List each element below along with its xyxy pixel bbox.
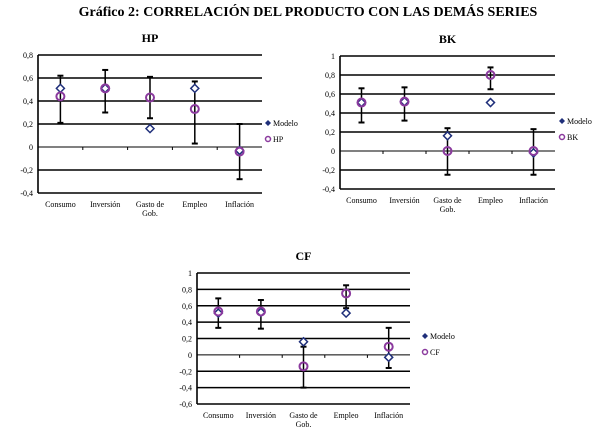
x-tick-label: Gasto de (136, 200, 165, 209)
data-point (145, 92, 155, 103)
x-tick-label: Empleo (334, 411, 359, 420)
x-tick-label: Inflación (225, 200, 254, 209)
x-tick-label: Empleo (478, 196, 503, 205)
x-tick-label: Gob. (440, 205, 456, 214)
legend-data-label: BK (567, 133, 578, 142)
x-tick-label: Inflación (519, 196, 548, 205)
y-tick-label: 0,8 (325, 71, 335, 80)
x-tick-label: Gasto de (289, 411, 318, 420)
data-point (528, 146, 539, 156)
y-tick-label: 1 (188, 269, 192, 278)
modelo-point (383, 352, 394, 363)
y-tick-label: 0 (331, 147, 335, 156)
data-point (213, 306, 224, 317)
chart-hp: HP -0,4 -0,2 0 0,2 0,4 0,6 0,8 Consumo Inversión G… (20, 31, 298, 218)
chart-cf: CF -0,6 -0,4 -0,2 0 0,2 0,4 0,6 0,8 1 Consumo Inver… (179, 249, 455, 429)
y-tick-label: 0,8 (23, 51, 33, 60)
legend-data-label: CF (430, 348, 440, 357)
x-tick-label: Gob. (142, 209, 158, 218)
y-tick-label: -0,4 (322, 185, 335, 194)
data-point (399, 96, 410, 107)
modelo-point (298, 336, 309, 347)
chart-title: CF (296, 249, 312, 263)
legend-modelo-label: Modelo (567, 117, 592, 126)
y-tick-label: 0,4 (182, 318, 192, 327)
chart-title: BK (439, 32, 457, 46)
data-point (298, 361, 309, 372)
y-tick-label: 0,2 (325, 128, 335, 137)
data-point (100, 83, 111, 94)
y-tick-label: 0,2 (182, 335, 192, 344)
y-tick-label: 0 (188, 351, 192, 360)
data-point (234, 146, 245, 157)
y-tick-label: 0,2 (23, 120, 33, 129)
y-tick-label: 0,8 (182, 285, 192, 294)
x-tick-label: Consumo (45, 200, 76, 209)
legend-modelo-label: Modelo (430, 332, 455, 341)
modelo-point (341, 308, 352, 319)
legend-data-label: HP (273, 135, 284, 144)
y-tick-label: 0 (29, 143, 33, 152)
modelo-point (485, 97, 496, 108)
legend-modelo-icon (559, 118, 565, 124)
y-tick-label: 1 (331, 52, 335, 61)
y-tick-label: -0,2 (20, 166, 33, 175)
legend-data-icon (264, 135, 272, 143)
x-tick-label: Inversión (90, 200, 120, 209)
y-tick-label: -0,2 (179, 367, 192, 376)
modelo-point (55, 83, 66, 94)
y-tick-label: -0,4 (20, 189, 33, 198)
x-tick-label: Gasto de (433, 196, 462, 205)
y-tick-label: 0,6 (182, 302, 192, 311)
y-tick-label: 0,4 (325, 109, 335, 118)
data-point (255, 306, 266, 317)
data-point (485, 70, 496, 80)
legend-data-icon (558, 133, 566, 141)
y-tick-label: -0,2 (322, 166, 335, 175)
legend-data-icon (421, 348, 429, 356)
x-tick-label: Inflación (374, 411, 403, 420)
modelo-point (144, 123, 156, 134)
y-tick-label: 0,4 (23, 97, 33, 106)
chart-bk: BK -0,4 -0,2 0 0,2 0,4 0,6 0,8 1 Consumo Inversión… (322, 32, 592, 214)
data-point (55, 91, 66, 102)
data-point (356, 97, 367, 108)
modelo-point (213, 308, 224, 319)
figure-title: Gráfico 2: CORRELACIÓN DEL PRODUCTO CON … (78, 5, 538, 20)
y-tick-label: -0,4 (179, 384, 192, 393)
data-point (341, 288, 352, 299)
x-tick-label: Consumo (203, 411, 234, 420)
modelo-point (189, 83, 200, 94)
x-tick-label: Inversión (389, 196, 419, 205)
y-tick-label: -0,6 (179, 400, 192, 409)
legend-modelo-icon (422, 333, 428, 339)
legend-modelo-icon (265, 120, 271, 126)
y-tick-label: 0,6 (325, 90, 335, 99)
legend-modelo-label: Modelo (273, 119, 298, 128)
x-tick-label: Gob. (296, 420, 312, 429)
data-point (189, 104, 200, 115)
x-tick-label: Inversión (246, 411, 276, 420)
x-tick-label: Consumo (346, 196, 377, 205)
data-point (383, 341, 394, 352)
chart-title: HP (142, 31, 159, 45)
x-tick-label: Empleo (182, 200, 207, 209)
y-tick-label: 0,6 (23, 74, 33, 83)
data-point (442, 146, 453, 156)
modelo-point (442, 130, 453, 141)
